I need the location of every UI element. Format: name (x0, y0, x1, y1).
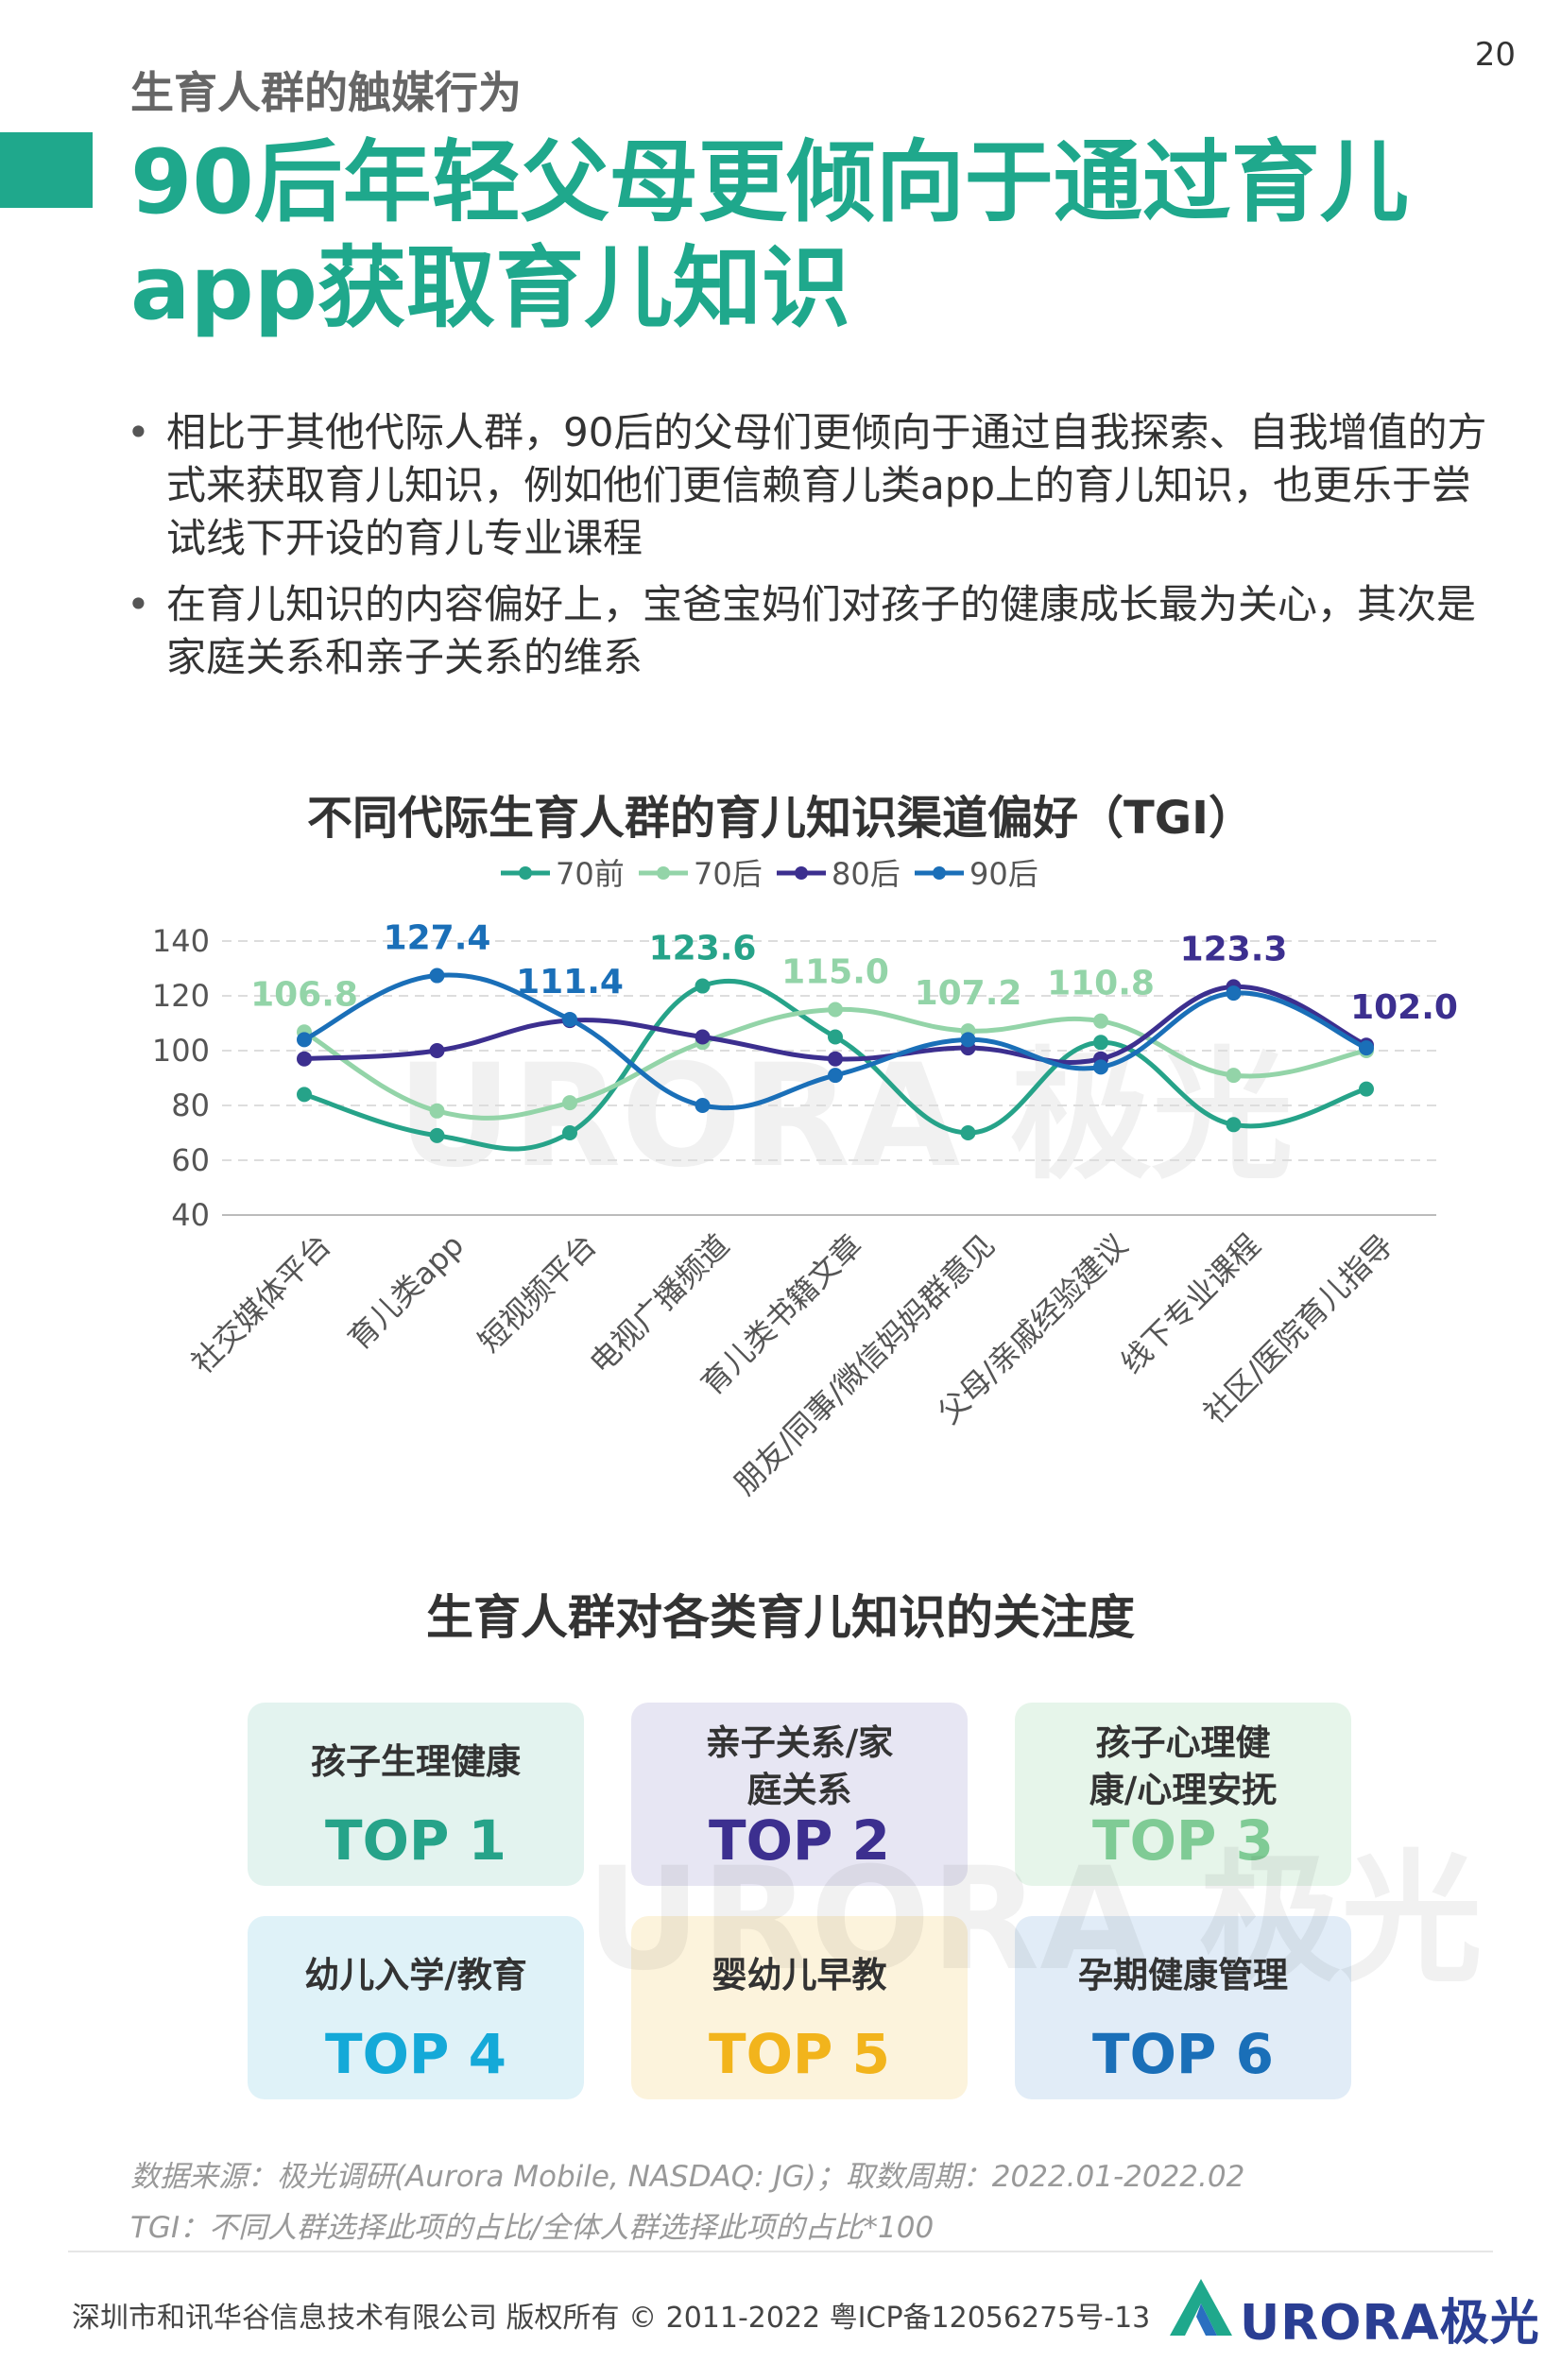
y-tick-label: 40 (171, 1197, 210, 1233)
source-note: 数据来源：极光调研(Aurora Mobile, NASDAQ: JG)；取数周… (130, 2160, 1245, 2194)
data-point (297, 1051, 312, 1067)
ranking-card-label: 孕期健康管理 (1078, 1955, 1288, 1995)
data-point (429, 1103, 445, 1119)
legend-marker (657, 866, 670, 880)
data-point (1226, 1117, 1242, 1133)
ranking-card-rank: TOP 4 (325, 2022, 506, 2086)
ranking-card-rank: TOP 1 (325, 1808, 506, 1873)
ranking-card-label: 亲子关系/家庭关系 (705, 1722, 894, 1810)
section-title: 生育人群的触媒行为 (130, 67, 522, 118)
data-point (297, 1032, 312, 1048)
data-point (1226, 985, 1242, 1002)
data-label: 123.3 (1180, 930, 1288, 968)
data-point (960, 1125, 976, 1140)
data-point (828, 1002, 843, 1018)
ranking-card: 孩子心理健康/心理安抚 TOP 3 (1015, 1703, 1351, 1886)
legend-marker (933, 866, 946, 880)
data-label: 110.8 (1047, 965, 1155, 1003)
accent-bar (0, 132, 93, 208)
ranking-card-rank: TOP 3 (1092, 1808, 1274, 1873)
data-label: 127.4 (384, 919, 491, 958)
data-point (562, 1095, 577, 1111)
chart-title: 不同代际生育人群的育儿知识渠道偏好（TGI） (306, 792, 1254, 845)
footer-copyright: 深圳市和讯华谷信息技术有限公司 版权所有 © 2011-2022 粤ICP备12… (72, 2302, 1151, 2335)
x-tick-label: 育儿类app (341, 1227, 471, 1357)
page-number: 20 (1474, 36, 1516, 74)
bullet-item: • 相比于其他代际人群，90后的父母们更倾向于通过自我探索、自我增值的方式来获取… (127, 406, 1487, 565)
ranking-card: 亲子关系/家庭关系 TOP 2 (631, 1703, 968, 1886)
data-point (1093, 1035, 1108, 1051)
y-tick-label: 100 (152, 1033, 210, 1069)
legend-label: 80后 (832, 856, 901, 892)
data-point (695, 1098, 711, 1113)
watermark: URORA 极光 (397, 1035, 1294, 1199)
legend-label: 70前 (556, 856, 625, 892)
ranking-card: 孩子生理健康 TOP 1 (248, 1703, 584, 1886)
data-point (1359, 1081, 1374, 1097)
data-point (695, 1029, 711, 1045)
y-tick-label: 80 (171, 1087, 210, 1123)
legend-marker (519, 866, 532, 880)
x-tick-label: 短视频平台 (472, 1227, 604, 1360)
data-point (562, 1011, 577, 1027)
ranking-card-label: 孩子生理健康 (311, 1741, 521, 1782)
data-point (1093, 1013, 1108, 1029)
data-point (297, 1087, 312, 1103)
ranking-card-rank: TOP 2 (709, 1808, 890, 1873)
data-label: 102.0 (1350, 988, 1458, 1027)
bullet-text: 在育儿知识的内容偏好上，宝爸宝妈们对孩子的健康成长最为关心，其次是家庭关系和亲子… (166, 581, 1477, 680)
ranking-card: 孕期健康管理 TOP 6 (1015, 1916, 1351, 2099)
data-point (1359, 1040, 1374, 1056)
data-label: 115.0 (781, 953, 889, 992)
legend-marker (795, 866, 808, 880)
data-point (1093, 1059, 1108, 1075)
y-tick-label: 120 (152, 978, 210, 1014)
tgi-note: TGI：不同人群选择此项的占比/全体人群选择此项的占比*100 (130, 2211, 935, 2245)
x-tick-label: 社交媒体平台 (184, 1227, 338, 1381)
ranking-card-label: 孩子心理健康/心理安抚 (1089, 1722, 1278, 1810)
ranking-title: 生育人群对各类育儿知识的关注度 (426, 1590, 1135, 1645)
data-label: 107.2 (915, 974, 1022, 1013)
brand-name: URORA极光 (1240, 2295, 1540, 2352)
ranking-card: 幼儿入学/教育 TOP 4 (248, 1916, 584, 2099)
y-tick-label: 140 (152, 923, 210, 959)
data-point (828, 1051, 843, 1067)
bullet-item: • 在育儿知识的内容偏好上，宝爸宝妈们对孩子的健康成长最为关心，其次是家庭关系和… (127, 578, 1487, 684)
data-point (429, 967, 445, 984)
x-tick-label: 朋友/同事/微信妈妈群意见 (727, 1227, 1002, 1502)
ranking-card-rank: TOP 5 (709, 2022, 890, 2086)
data-point (695, 978, 711, 994)
data-point (562, 1125, 577, 1140)
headline: 90后年轻父母更倾向于通过育儿app获取育儿知识 (130, 131, 1409, 340)
legend-label: 70后 (694, 856, 763, 892)
data-label: 111.4 (516, 963, 624, 1002)
data-point (828, 1068, 843, 1084)
data-label: 123.6 (649, 930, 757, 968)
data-point (960, 1032, 976, 1048)
data-label: 106.8 (250, 975, 358, 1014)
bullet-dot-icon: • (127, 581, 150, 627)
data-point (429, 1127, 445, 1143)
aurora-logo-icon (1170, 2279, 1232, 2336)
ranking-card-label: 幼儿入学/教育 (304, 1955, 527, 1995)
ranking-card-rank: TOP 6 (1092, 2022, 1274, 2086)
data-point (429, 1043, 445, 1058)
data-point (1226, 1068, 1242, 1084)
data-point (828, 1029, 843, 1045)
y-tick-label: 60 (171, 1142, 210, 1178)
legend-label: 90后 (969, 856, 1038, 892)
bullet-dot-icon: • (127, 409, 150, 455)
ranking-card: 婴幼儿早教 TOP 5 (631, 1916, 968, 2099)
footer-divider (68, 2251, 1493, 2252)
watermark: URORA 极光 (586, 1838, 1483, 2002)
bullet-text: 相比于其他代际人群，90后的父母们更倾向于通过自我探索、自我增值的方式来获取育儿… (166, 409, 1487, 561)
ranking-card-label: 婴幼儿早教 (712, 1955, 887, 1995)
